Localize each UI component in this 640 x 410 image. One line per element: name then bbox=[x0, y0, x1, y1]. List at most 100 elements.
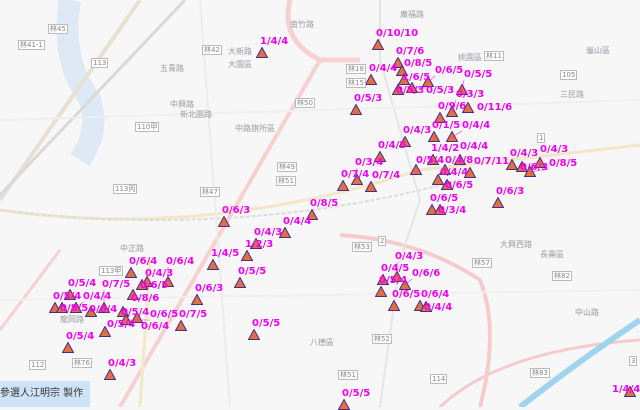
road-shield: 105 bbox=[560, 70, 578, 80]
marker-label: 0/4/3 bbox=[254, 227, 283, 238]
marker-label: 0/5/4 bbox=[53, 291, 82, 302]
triangle-marker-icon bbox=[428, 131, 440, 142]
triangle-marker-icon bbox=[338, 399, 350, 410]
marker-label: 0/9/6 bbox=[438, 101, 467, 112]
marker-label: 0/5/4 bbox=[416, 155, 445, 166]
triangle-marker-icon bbox=[99, 326, 111, 337]
road-shield: 3 bbox=[629, 356, 638, 366]
marker-label: 0/4/4 bbox=[460, 141, 489, 152]
marker-label: 0/8/5 bbox=[310, 198, 339, 209]
marker-label: 0/4/4 bbox=[83, 291, 112, 302]
marker-label: 0/11/6 bbox=[477, 102, 513, 113]
marker-label: 0/6/4 bbox=[166, 256, 195, 267]
marker-label: 0/3/4 bbox=[438, 205, 467, 216]
triangle-marker-icon bbox=[256, 47, 268, 58]
marker-label: 1/4/4 bbox=[260, 36, 289, 47]
place-label: 八德區 bbox=[310, 338, 334, 347]
marker-label: 0/6/5 bbox=[445, 180, 474, 191]
triangle-marker-icon bbox=[64, 289, 76, 300]
marker-label: 0/3/3 bbox=[456, 89, 485, 100]
road-shield: 林11 bbox=[484, 51, 504, 61]
marker-label: 0/5/3 bbox=[426, 85, 455, 96]
triangle-marker-icon bbox=[434, 204, 446, 215]
road-shield: 林18 bbox=[346, 64, 366, 74]
marker-label: 0/6/6 bbox=[412, 268, 441, 279]
marker-label: 0/4/3 bbox=[145, 268, 174, 279]
place-label: 桃園區 bbox=[458, 53, 482, 62]
marker-label: 0/5/4 bbox=[121, 307, 150, 318]
marker-label: 0/5/5 bbox=[252, 318, 281, 329]
triangle-marker-icon bbox=[374, 151, 386, 162]
road-shield: 林41-1 bbox=[18, 40, 45, 50]
triangle-marker-icon bbox=[377, 274, 389, 285]
triangle-marker-icon bbox=[191, 294, 203, 305]
marker-label: 0/6/4 bbox=[141, 321, 170, 332]
place-label: 五青路 bbox=[160, 64, 184, 73]
triangle-marker-icon bbox=[492, 197, 504, 208]
marker-label: 0/6/5 bbox=[392, 289, 421, 300]
triangle-marker-icon bbox=[306, 209, 318, 220]
triangle-marker-icon bbox=[175, 320, 187, 331]
marker-label: 0/4/4 bbox=[424, 302, 453, 313]
road-shield: 林42 bbox=[202, 45, 222, 55]
road-shield: 110甲 bbox=[135, 122, 160, 132]
road-shield: 2 bbox=[378, 236, 387, 246]
place-label: 中山路 bbox=[575, 308, 599, 317]
marker-label: 0/4/4 bbox=[283, 216, 312, 227]
marker-label: 0/1/5 bbox=[432, 120, 461, 131]
triangle-marker-icon bbox=[624, 386, 636, 397]
triangle-marker-icon bbox=[516, 161, 528, 172]
triangle-marker-icon bbox=[248, 329, 260, 340]
marker-label: 0/7/6 bbox=[396, 46, 425, 57]
marker-label: 0/6/3 bbox=[195, 283, 224, 294]
marker-label: 0/6/4 bbox=[129, 256, 158, 267]
triangle-marker-icon bbox=[406, 82, 418, 93]
triangle-marker-icon bbox=[392, 84, 404, 95]
marker-label: 0/7/4 bbox=[372, 170, 401, 181]
triangle-marker-icon bbox=[250, 238, 262, 249]
marker-label: 0/4/3 bbox=[403, 125, 432, 136]
place-label: 新北園路 bbox=[180, 110, 212, 119]
triangle-marker-icon bbox=[399, 136, 411, 147]
marker-label: 0/5/4 bbox=[379, 275, 408, 286]
marker-label: 0/8/6 bbox=[131, 293, 160, 304]
marker-label: 0/6/3 bbox=[222, 205, 251, 216]
marker-label: 0/4/3 bbox=[540, 144, 569, 155]
marker-label: 0/7/5 bbox=[179, 309, 208, 320]
marker-label: 0/5/3 bbox=[396, 85, 425, 96]
marker-label: 0/4/4 bbox=[369, 63, 398, 74]
marker-label: 1/4/5 bbox=[211, 248, 240, 259]
place-label: 中路旗所區 bbox=[235, 124, 275, 133]
triangle-marker-icon bbox=[446, 131, 458, 142]
road-shield: 林15 bbox=[346, 78, 366, 88]
marker-label: 0/5/3 bbox=[354, 93, 383, 104]
road-shield: 113 bbox=[91, 58, 109, 68]
triangle-marker-icon bbox=[388, 300, 400, 311]
triangle-marker-icon bbox=[365, 74, 377, 85]
marker-label: 0/6/5 bbox=[435, 65, 464, 76]
marker-label: 0/7/11 bbox=[474, 156, 510, 167]
marker-label: 0/8/5 bbox=[549, 158, 578, 169]
road-shield: 林82 bbox=[552, 271, 572, 281]
triangle-marker-icon bbox=[365, 181, 377, 192]
triangle-marker-icon bbox=[136, 279, 148, 290]
marker-label: 0/4/3 bbox=[510, 148, 539, 159]
triangle-marker-icon bbox=[434, 112, 446, 123]
road-shield: 林57 bbox=[472, 258, 492, 268]
triangle-marker-icon bbox=[125, 267, 137, 278]
marker-label: 0/6/5 bbox=[430, 193, 459, 204]
road-shield: 林50 bbox=[295, 98, 315, 108]
marker-label: 0/4/3 bbox=[108, 358, 137, 369]
road-shield: 林51 bbox=[276, 176, 296, 186]
triangle-marker-icon bbox=[427, 154, 439, 165]
triangle-marker-icon bbox=[350, 104, 362, 115]
place-label: 三民路 bbox=[560, 90, 584, 99]
marker-label: 1/6/5 bbox=[402, 72, 431, 83]
marker-label: 0/6/4 bbox=[89, 304, 118, 315]
triangle-marker-icon bbox=[120, 314, 132, 325]
triangle-marker-icon bbox=[372, 39, 384, 50]
triangle-marker-icon bbox=[410, 164, 422, 175]
marker-label: 0/4/8 bbox=[445, 155, 474, 166]
road-shield: 112 bbox=[29, 360, 47, 370]
triangle-marker-icon bbox=[375, 286, 387, 297]
